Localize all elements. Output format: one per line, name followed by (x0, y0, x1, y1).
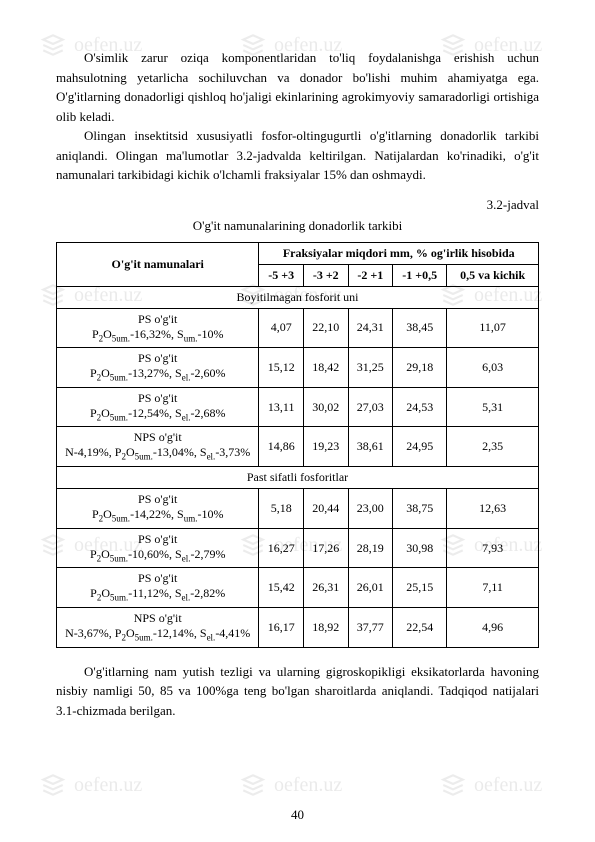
paragraph-2: Olingan insektitsid xususiyatli fosfor-o… (56, 126, 539, 185)
row-name-cell: NPS o'g'itN-4,19%, P2O5um.-13,04%, Sel.-… (57, 427, 259, 467)
data-cell: 22,10 (303, 308, 348, 348)
table-row: PS o'g'itP2O5um.-13,27%, Sel.-2,60%15,12… (57, 348, 539, 388)
data-cell: 2,35 (447, 427, 539, 467)
data-cell: 7,93 (447, 528, 539, 568)
table-row: PS o'g'itP2O5um.-16,32%, Sum.-10%4,0722,… (57, 308, 539, 348)
data-cell: 5,31 (447, 387, 539, 427)
data-cell: 16,27 (259, 528, 304, 568)
col-header: -5 +3 (259, 264, 304, 286)
page-content: O'simlik zarur oziqa komponentlaridan to… (56, 48, 539, 720)
table-section-row: Boyitilmagan fosforit uni (57, 286, 539, 308)
row-name-cell: PS o'g'itP2O5um.-12,54%, Sel.-2,68% (57, 387, 259, 427)
data-cell: 19,23 (303, 427, 348, 467)
row-name-cell: PS o'g'itP2O5um.-16,32%, Sum.-10% (57, 308, 259, 348)
data-cell: 15,12 (259, 348, 304, 388)
data-table: O'g'it namunalari Fraksiyalar miqdori mm… (56, 242, 539, 648)
table-row: NPS o'g'itN-4,19%, P2O5um.-13,04%, Sel.-… (57, 427, 539, 467)
table-row: PS o'g'itP2O5um.-14,22%, Sum.-10%5,1820,… (57, 489, 539, 529)
watermark: oefen.uz (40, 770, 142, 800)
col-header-name: O'g'it namunalari (57, 242, 259, 286)
data-cell: 38,45 (393, 308, 447, 348)
col-header: -2 +1 (348, 264, 393, 286)
stack-icon (40, 772, 66, 798)
table-row: NPS o'g'itN-3,67%, P2O5um.-12,14%, Sel.-… (57, 607, 539, 647)
data-cell: 38,61 (348, 427, 393, 467)
paragraph-3: O'g'itlarning nam yutish tezligi va ular… (56, 662, 539, 721)
table-header-row: O'g'it namunalari Fraksiyalar miqdori mm… (57, 242, 539, 264)
table-label: 3.2-jadval (56, 195, 539, 215)
table-section-label: Boyitilmagan fosforit uni (57, 286, 539, 308)
table-section-row: Past sifatli fosforitlar (57, 467, 539, 489)
watermark: oefen.uz (240, 770, 342, 800)
data-cell: 4,07 (259, 308, 304, 348)
watermark-text: oefen.uz (474, 770, 542, 800)
table-row: PS o'g'itP2O5um.-11,12%, Sel.-2,82%15,42… (57, 568, 539, 608)
watermark: oefen.uz (440, 770, 542, 800)
page-number: 40 (0, 805, 595, 825)
data-cell: 7,11 (447, 568, 539, 608)
table-section-label: Past sifatli fosforitlar (57, 467, 539, 489)
data-cell: 24,31 (348, 308, 393, 348)
row-name-cell: NPS o'g'itN-3,67%, P2O5um.-12,14%, Sel.-… (57, 607, 259, 647)
row-name-cell: PS o'g'itP2O5um.-14,22%, Sum.-10% (57, 489, 259, 529)
row-name-cell: PS o'g'itP2O5um.-13,27%, Sel.-2,60% (57, 348, 259, 388)
data-cell: 26,31 (303, 568, 348, 608)
data-cell: 23,00 (348, 489, 393, 529)
data-cell: 13,11 (259, 387, 304, 427)
data-cell: 12,63 (447, 489, 539, 529)
data-cell: 18,42 (303, 348, 348, 388)
data-cell: 31,25 (348, 348, 393, 388)
data-cell: 15,42 (259, 568, 304, 608)
watermark-text: oefen.uz (274, 770, 342, 800)
data-cell: 29,18 (393, 348, 447, 388)
data-cell: 26,01 (348, 568, 393, 608)
data-cell: 37,77 (348, 607, 393, 647)
data-cell: 30,98 (393, 528, 447, 568)
data-cell: 25,15 (393, 568, 447, 608)
data-cell: 28,19 (348, 528, 393, 568)
data-cell: 16,17 (259, 607, 304, 647)
data-cell: 22,54 (393, 607, 447, 647)
col-header-group: Fraksiyalar miqdori mm, % og'irlik hisob… (259, 242, 539, 264)
table-body: Boyitilmagan fosforit uniPS o'g'itP2O5um… (57, 286, 539, 647)
row-name-cell: PS o'g'itP2O5um.-10,60%, Sel.-2,79% (57, 528, 259, 568)
data-cell: 11,07 (447, 308, 539, 348)
col-header: -3 +2 (303, 264, 348, 286)
col-header: -1 +0,5 (393, 264, 447, 286)
data-cell: 4,96 (447, 607, 539, 647)
watermark-text: oefen.uz (74, 770, 142, 800)
data-cell: 24,95 (393, 427, 447, 467)
row-name-cell: PS o'g'itP2O5um.-11,12%, Sel.-2,82% (57, 568, 259, 608)
data-cell: 17,26 (303, 528, 348, 568)
data-cell: 18,92 (303, 607, 348, 647)
table-title: O'g'it namunalarining donadorlik tarkibi (56, 216, 539, 236)
data-cell: 20,44 (303, 489, 348, 529)
data-cell: 30,02 (303, 387, 348, 427)
stack-icon (440, 772, 466, 798)
data-cell: 6,03 (447, 348, 539, 388)
paragraph-1: O'simlik zarur oziqa komponentlaridan to… (56, 48, 539, 126)
data-cell: 14,86 (259, 427, 304, 467)
data-cell: 27,03 (348, 387, 393, 427)
stack-icon (240, 772, 266, 798)
data-cell: 5,18 (259, 489, 304, 529)
data-cell: 24,53 (393, 387, 447, 427)
table-row: PS o'g'itP2O5um.-12,54%, Sel.-2,68%13,11… (57, 387, 539, 427)
data-cell: 38,75 (393, 489, 447, 529)
table-row: PS o'g'itP2O5um.-10,60%, Sel.-2,79%16,27… (57, 528, 539, 568)
col-header: 0,5 va kichik (447, 264, 539, 286)
